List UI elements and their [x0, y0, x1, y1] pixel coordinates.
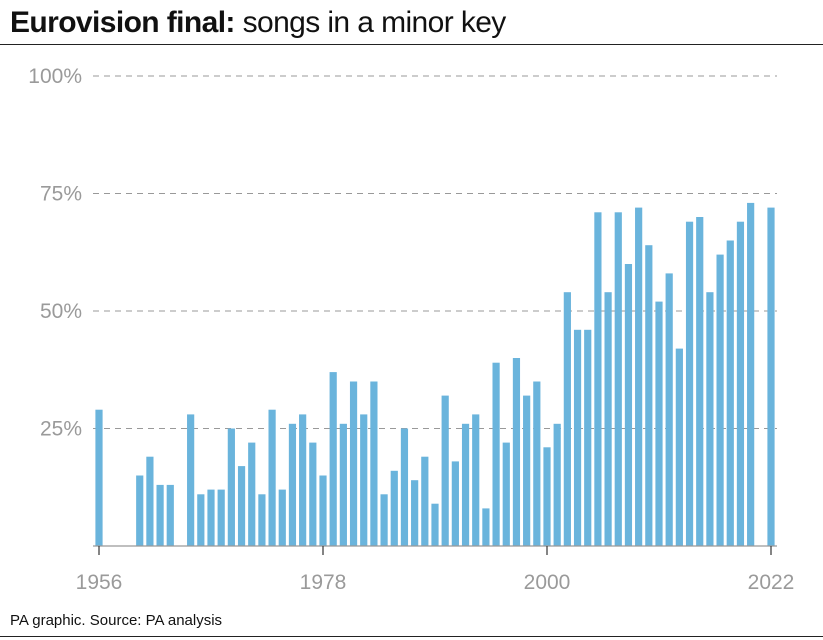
tick-labels: 25% 50% 75% 100% 1956 1978 2000 2022: [28, 65, 794, 594]
bar-1971: [248, 442, 256, 546]
bar-1992: [461, 423, 470, 546]
bar-1999: [533, 381, 541, 546]
bar-2014: [685, 221, 694, 546]
bar-1977: [309, 442, 317, 546]
x-tick-label: 1956: [76, 571, 123, 594]
bar-1984: [380, 494, 388, 546]
bar-2022: [767, 207, 775, 546]
source-note: PA graphic. Source: PA analysis: [10, 612, 223, 629]
bar-2008: [624, 264, 633, 546]
footer-divider: [0, 636, 823, 637]
x-axis: [93, 545, 777, 555]
bar-1988: [421, 456, 429, 546]
bar-1956: [95, 409, 103, 546]
bar-1969: [227, 428, 235, 546]
bar-1985: [390, 470, 398, 546]
bar-2018: [726, 240, 734, 546]
bar-2000: [543, 447, 551, 546]
bar-1960: [136, 475, 144, 546]
y-tick-label: 25%: [40, 418, 82, 441]
x-tick-label: 2000: [524, 571, 571, 594]
gridlines: [93, 75, 777, 429]
y-tick-label: 100%: [28, 65, 82, 88]
bar-1962: [156, 484, 164, 546]
bar-2003: [573, 329, 582, 546]
bar-1998: [523, 395, 531, 546]
bar-2015: [696, 217, 704, 546]
bar-2011: [655, 301, 663, 546]
bar-1968: [217, 489, 225, 546]
bar-1974: [278, 489, 286, 546]
bar-2004: [584, 329, 592, 546]
y-tick-label: 50%: [40, 300, 82, 323]
bar-1991: [451, 461, 459, 546]
bar-1966: [197, 494, 205, 546]
bar-2019: [736, 221, 745, 546]
bar-2010: [645, 245, 653, 546]
bar-1972: [258, 494, 266, 546]
bar-1981: [349, 381, 358, 546]
bar-1996: [502, 442, 510, 546]
bar-2006: [604, 292, 612, 546]
chart-title-bold: Eurovision final:: [10, 6, 235, 39]
x-tick-label: 2022: [748, 571, 795, 594]
bar-1980: [339, 423, 347, 546]
bar-1982: [360, 414, 368, 546]
bar-2009: [635, 207, 643, 546]
x-tick-label: 1978: [300, 571, 347, 594]
y-tick-label: 75%: [40, 183, 82, 206]
bar-chart: 25% 50% 75% 100% 1956 1978 2000 2022: [28, 65, 794, 594]
bar-2001: [553, 423, 561, 546]
bar-1987: [411, 480, 419, 546]
bar-1970: [237, 466, 246, 546]
bar-1979: [329, 372, 337, 546]
bar-1963: [166, 484, 174, 546]
chart-title-rest: songs in a minor key: [242, 6, 507, 39]
bar-2016: [706, 292, 714, 546]
bar-1989: [431, 503, 439, 546]
bars: [95, 202, 775, 547]
bar-1993: [472, 414, 480, 546]
bar-1967: [207, 489, 215, 546]
bar-1994: [482, 508, 490, 546]
bar-2007: [614, 212, 622, 547]
bar-2012: [665, 273, 673, 546]
bar-1978: [319, 475, 327, 546]
bar-1997: [512, 358, 521, 546]
bar-1990: [441, 395, 449, 546]
bar-1986: [400, 428, 409, 546]
bar-2005: [594, 212, 602, 547]
bar-1976: [299, 414, 307, 546]
bar-2017: [716, 254, 724, 546]
bar-1973: [268, 409, 276, 546]
bar-1995: [492, 362, 500, 546]
bar-1975: [288, 423, 297, 546]
title-divider: [0, 44, 823, 45]
bar-2020: [747, 202, 755, 546]
bar-1983: [370, 381, 378, 546]
bar-1961: [146, 456, 154, 546]
chart-title: Eurovision final: songs in a minor key: [10, 3, 506, 43]
bar-1965: [187, 414, 195, 546]
bar-2002: [563, 292, 571, 546]
bar-2013: [675, 348, 683, 546]
